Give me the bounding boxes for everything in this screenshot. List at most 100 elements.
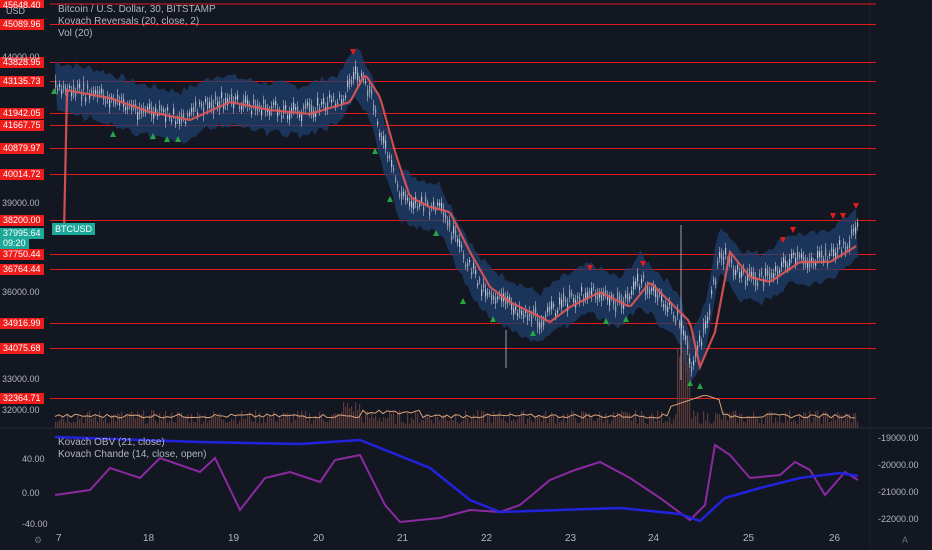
- volume-bar: [199, 414, 201, 428]
- candle-body: [381, 136, 383, 141]
- volume-bar: [399, 410, 401, 428]
- indicator-kovach-reversals[interactable]: Kovach Reversals (20, close, 2): [58, 16, 200, 27]
- volume-bar: [419, 422, 421, 428]
- candle-body: [545, 314, 547, 319]
- candle-body: [703, 323, 705, 332]
- volume-bar: [787, 420, 789, 428]
- volume-bar: [81, 416, 83, 428]
- volume-bar: [507, 422, 509, 428]
- candle-body: [785, 260, 787, 267]
- candle-body: [453, 226, 455, 234]
- volume-bar: [109, 422, 111, 428]
- volume-bar: [727, 420, 729, 428]
- volume-bar: [843, 420, 845, 428]
- reversal-up-arrow: [697, 383, 703, 389]
- candle-body: [445, 214, 447, 220]
- volume-bar: [385, 418, 387, 428]
- candle-body: [555, 313, 557, 317]
- candle-body: [271, 106, 273, 112]
- volume-bar: [729, 412, 731, 428]
- volume-bar: [429, 417, 431, 428]
- candle-body: [625, 294, 627, 299]
- candle-body: [617, 293, 619, 301]
- candle-body: [195, 101, 197, 108]
- indicator-kovach-obv[interactable]: Kovach OBV (21, close): [58, 437, 165, 448]
- volume-bar: [471, 417, 473, 428]
- candle-body: [799, 255, 801, 258]
- volume-bar: [67, 414, 69, 428]
- volume-bar: [681, 341, 683, 428]
- volume-bar: [715, 413, 717, 428]
- volume-bar: [789, 410, 791, 428]
- indicator-volume[interactable]: Vol (20): [58, 28, 93, 39]
- volume-bar: [63, 419, 65, 428]
- volume-bar: [317, 419, 319, 428]
- candle-body: [491, 294, 493, 300]
- candle-body: [467, 262, 469, 268]
- candle-body: [837, 247, 839, 253]
- volume-bar: [59, 420, 61, 428]
- volume-bar: [185, 416, 187, 428]
- volume-bar: [297, 410, 299, 428]
- candle-body: [803, 257, 805, 265]
- volume-bar: [805, 412, 807, 428]
- gear-icon[interactable]: ⚙: [34, 535, 43, 545]
- candle-body: [765, 268, 767, 277]
- candle-body: [479, 279, 481, 282]
- candle-body: [561, 299, 563, 308]
- volume-bar: [83, 422, 85, 428]
- candle-body: [663, 304, 665, 308]
- auto-scale-icon[interactable]: A: [902, 535, 909, 545]
- candle-body: [851, 229, 853, 235]
- volume-bar: [575, 417, 577, 428]
- candle-body: [671, 305, 673, 311]
- currency-label[interactable]: USD: [6, 6, 26, 16]
- candle-body: [119, 100, 121, 106]
- candle-body: [817, 251, 819, 259]
- candle-body: [55, 80, 57, 88]
- volume-bar: [649, 415, 651, 428]
- candle-body: [331, 99, 333, 103]
- volume-bar: [839, 414, 841, 428]
- indicator-kovach-chande[interactable]: Kovach Chande (14, close, open): [58, 449, 207, 460]
- candle-body: [485, 289, 487, 297]
- volume-bar: [369, 418, 371, 428]
- candle-body: [769, 272, 771, 281]
- candle-body: [773, 273, 775, 279]
- volume-bar: [331, 415, 333, 428]
- volume-bar: [601, 415, 603, 428]
- volume-bar: [767, 412, 769, 428]
- candle-body: [357, 72, 359, 81]
- volume-bar: [293, 413, 295, 428]
- symbol-title[interactable]: Bitcoin / U.S. Dollar, 30, BITSTAMP: [58, 4, 216, 15]
- candle-body: [183, 113, 185, 119]
- volume-bar: [583, 411, 585, 428]
- candle-body: [321, 101, 323, 105]
- volume-bar: [159, 412, 161, 428]
- volume-bar: [563, 414, 565, 428]
- volume-bar: [763, 423, 765, 428]
- volume-bar: [709, 422, 711, 428]
- volume-bar: [701, 423, 703, 428]
- volume-bar: [629, 413, 631, 428]
- candle-body: [273, 102, 275, 105]
- volume-bar: [111, 415, 113, 428]
- candle-body: [443, 209, 445, 217]
- volume-bar: [179, 412, 181, 428]
- volume-bar: [291, 422, 293, 428]
- candle-body: [513, 308, 515, 315]
- volume-bar: [835, 420, 837, 428]
- volume-bar: [561, 420, 563, 428]
- candle-body: [631, 290, 633, 295]
- candle-body: [263, 99, 265, 104]
- reversal-down-arrow: [350, 49, 356, 55]
- candle-body: [469, 260, 471, 263]
- volume-bar: [423, 419, 425, 428]
- volume-bar: [607, 419, 609, 428]
- volume-bar: [127, 415, 129, 428]
- volume-bar: [175, 422, 177, 428]
- price-tag: 37995.64: [0, 228, 44, 239]
- volume-bar: [117, 412, 119, 428]
- volume-bar: [717, 413, 719, 428]
